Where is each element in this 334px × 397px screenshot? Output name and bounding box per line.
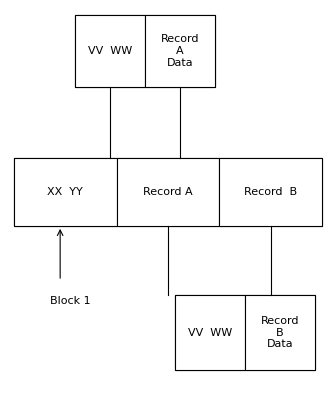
Bar: [14, 158, 117, 226]
Bar: [117, 158, 219, 226]
Text: XX  YY: XX YY: [47, 187, 83, 197]
Text: Record A: Record A: [143, 187, 193, 197]
Bar: [245, 295, 315, 370]
Bar: [75, 15, 145, 87]
Text: Record
B
Data: Record B Data: [261, 316, 299, 349]
Bar: [219, 158, 322, 226]
Text: VV  WW: VV WW: [88, 46, 132, 56]
Bar: [145, 15, 215, 87]
Text: Block 1: Block 1: [50, 296, 91, 306]
Bar: [175, 295, 315, 370]
Text: VV  WW: VV WW: [188, 328, 232, 337]
Text: Record
A
Data: Record A Data: [161, 35, 199, 67]
Bar: [175, 295, 245, 370]
Bar: [14, 158, 322, 226]
Text: Record  B: Record B: [244, 187, 297, 197]
Bar: [75, 15, 215, 87]
